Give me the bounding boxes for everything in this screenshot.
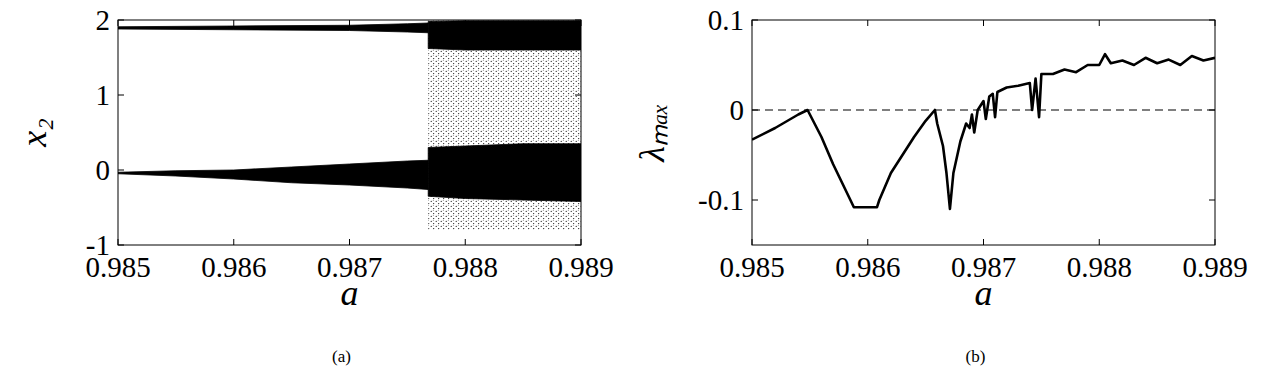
frame	[752, 20, 1215, 245]
panel-label: (b)	[966, 347, 986, 366]
y-tick	[1209, 200, 1215, 201]
y-tick-label: 0	[96, 154, 111, 186]
x-tick	[465, 239, 466, 245]
y-tick	[752, 20, 758, 21]
x-tick	[233, 20, 234, 26]
x-tick	[1215, 20, 1216, 26]
y-tick	[752, 200, 758, 201]
y-tick-label: 2	[96, 4, 111, 36]
panel: 0.9850.9860.9870.9880.989-1012ax₂(a)	[14, 4, 614, 366]
x-tick	[1099, 20, 1100, 26]
y-tick	[575, 20, 581, 21]
x-tick	[983, 20, 984, 26]
frame	[118, 20, 581, 245]
y-tick	[575, 170, 581, 171]
y-tick	[752, 110, 758, 111]
plot-area	[118, 20, 581, 230]
x-tick	[349, 20, 350, 26]
figure: 0.9850.9860.9870.9880.989-1012ax₂(a)0.98…	[0, 0, 1267, 382]
x-axis-label: a	[341, 273, 359, 313]
y-tick	[1209, 20, 1215, 21]
y-tick-label: -1	[86, 229, 110, 261]
x-tick	[349, 239, 350, 245]
y-tick	[1209, 110, 1215, 111]
plot-area	[752, 54, 1215, 209]
x-tick	[581, 20, 582, 26]
x-tick-label: 0.988	[1067, 251, 1132, 283]
band	[428, 144, 581, 202]
x-tick	[752, 20, 753, 26]
y-tick	[575, 245, 581, 246]
x-tick	[233, 239, 234, 245]
x-tick	[752, 239, 753, 245]
y-tick-label: 0.1	[708, 4, 744, 36]
panel-label: (a)	[332, 347, 351, 366]
x-tick	[867, 239, 868, 245]
band	[118, 160, 428, 189]
x-tick-label: 0.986	[201, 251, 266, 283]
panel: 0.9850.9860.9870.9880.989-0.100.1aλₘₐₓ(b…	[632, 4, 1248, 366]
band	[428, 21, 581, 50]
y-tick	[575, 95, 581, 96]
x-tick-label: 0.985	[719, 251, 784, 283]
y-tick-label: -0.1	[698, 184, 744, 216]
x-tick	[1099, 239, 1100, 245]
x-tick	[118, 239, 119, 245]
y-tick	[118, 95, 124, 96]
y-tick	[118, 170, 124, 171]
x-tick	[465, 20, 466, 26]
x-tick	[1215, 239, 1216, 245]
x-tick-label: 0.986	[835, 251, 900, 283]
x-tick	[581, 239, 582, 245]
x-tick-label: 0.989	[1182, 251, 1247, 283]
y-tick	[118, 245, 124, 246]
y-tick	[118, 20, 124, 21]
x-tick-label: 0.988	[433, 251, 498, 283]
y-axis-label: λₘₐₓ	[632, 103, 672, 162]
y-tick-label: 1	[96, 79, 111, 111]
x-tick-label: 0.989	[548, 251, 613, 283]
x-tick	[118, 20, 119, 26]
y-tick-label: 0	[730, 94, 745, 126]
x-tick	[867, 20, 868, 26]
x-tick	[983, 239, 984, 245]
y-axis-label: x₂	[14, 118, 54, 148]
band	[118, 23, 428, 33]
x-axis-label: a	[975, 273, 993, 313]
band	[428, 20, 581, 230]
line	[752, 54, 1215, 209]
